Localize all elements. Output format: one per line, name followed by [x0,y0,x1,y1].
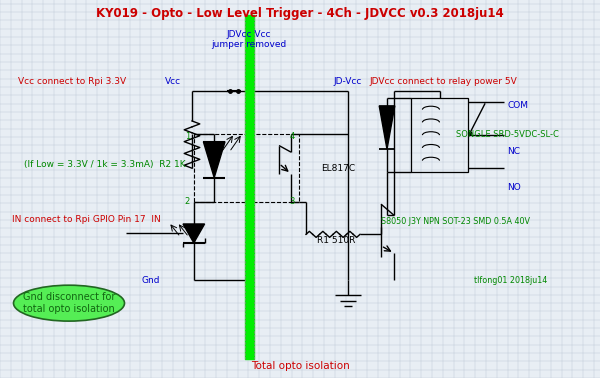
Text: Gnd disconnect for
total opto isolation: Gnd disconnect for total opto isolation [23,292,115,314]
Text: (If Low = 3.3V / 1k = 3.3mA)  R2 1K: (If Low = 3.3V / 1k = 3.3mA) R2 1K [24,160,185,169]
Text: JD-Vcc: JD-Vcc [333,77,361,86]
Text: NO: NO [507,183,521,192]
Text: 3: 3 [289,197,295,206]
Text: R1 510R: R1 510R [317,236,355,245]
Text: Gnd: Gnd [141,276,160,285]
Text: JDVcc Vcc
jumper removed: JDVcc Vcc jumper removed [211,30,287,50]
Text: 1: 1 [185,132,190,141]
Text: SONGLE SRD-5VDC-SL-C: SONGLE SRD-5VDC-SL-C [456,130,559,139]
Text: JDVcc connect to relay power 5V: JDVcc connect to relay power 5V [369,77,517,86]
Text: NC: NC [507,147,520,156]
Text: Total opto isolation: Total opto isolation [251,361,349,371]
Text: Vcc: Vcc [165,77,181,86]
Text: 2: 2 [185,197,190,206]
Ellipse shape [14,285,125,321]
Polygon shape [379,106,395,149]
Text: Vcc connect to Rpi 3.3V: Vcc connect to Rpi 3.3V [18,77,126,86]
Text: 4: 4 [289,132,295,141]
Text: EL817C: EL817C [321,164,355,173]
Text: KY019 - Opto - Low Level Trigger - 4Ch - JDVCC v0.3 2018ju14: KY019 - Opto - Low Level Trigger - 4Ch -… [96,7,504,20]
Text: tlfong01 2018ju14: tlfong01 2018ju14 [474,276,547,285]
Text: COM: COM [507,101,528,110]
Text: IN connect to Rpi GPIO Pin 17  IN: IN connect to Rpi GPIO Pin 17 IN [12,215,161,224]
Polygon shape [203,142,225,178]
Text: S8050 J3Y NPN SOT-23 SMD 0.5A 40V: S8050 J3Y NPN SOT-23 SMD 0.5A 40V [381,217,530,226]
Polygon shape [183,224,205,243]
